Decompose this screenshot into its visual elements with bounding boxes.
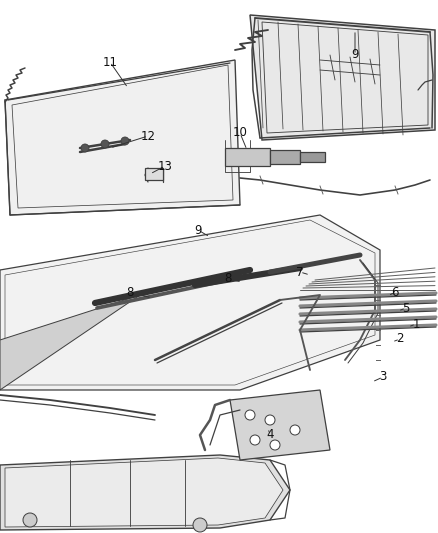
Polygon shape: [5, 458, 283, 527]
Circle shape: [290, 425, 300, 435]
FancyBboxPatch shape: [270, 150, 300, 164]
Circle shape: [193, 518, 207, 532]
Text: 12: 12: [141, 130, 155, 142]
Circle shape: [265, 415, 275, 425]
Text: 8: 8: [126, 286, 134, 298]
Text: 8: 8: [224, 272, 232, 286]
Text: 4: 4: [266, 429, 274, 441]
Text: 7: 7: [296, 265, 304, 279]
Text: 3: 3: [379, 370, 387, 384]
Text: 9: 9: [351, 49, 359, 61]
Polygon shape: [230, 390, 330, 460]
Circle shape: [81, 144, 89, 152]
Polygon shape: [250, 15, 435, 140]
Text: 5: 5: [403, 302, 410, 314]
Polygon shape: [5, 60, 240, 215]
Circle shape: [245, 410, 255, 420]
Circle shape: [250, 435, 260, 445]
FancyBboxPatch shape: [145, 168, 163, 180]
FancyBboxPatch shape: [225, 148, 270, 166]
Text: 10: 10: [233, 126, 247, 140]
Text: 13: 13: [158, 159, 173, 173]
Polygon shape: [0, 295, 140, 390]
Circle shape: [101, 140, 109, 148]
Circle shape: [270, 440, 280, 450]
Text: 1: 1: [412, 318, 420, 330]
Polygon shape: [0, 215, 380, 390]
Text: 11: 11: [102, 55, 117, 69]
Text: 9: 9: [194, 223, 202, 237]
Text: 2: 2: [396, 333, 404, 345]
Text: 6: 6: [391, 286, 399, 298]
Circle shape: [23, 513, 37, 527]
Circle shape: [121, 137, 129, 145]
Polygon shape: [0, 455, 290, 530]
FancyBboxPatch shape: [300, 152, 325, 162]
